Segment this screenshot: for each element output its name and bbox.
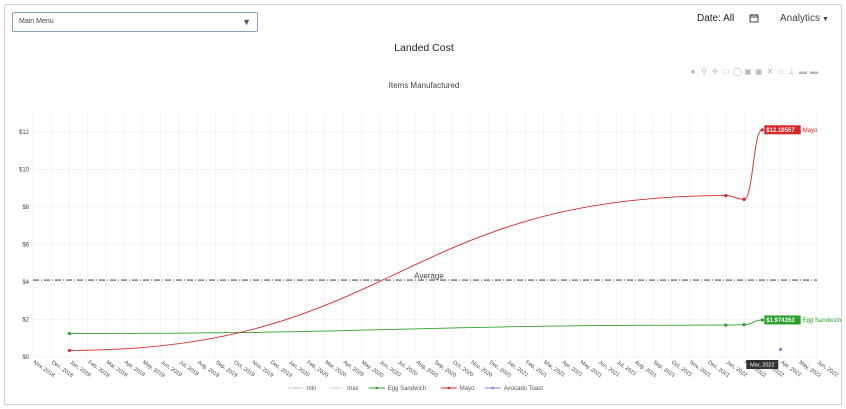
series-line-egg-sandwich bbox=[69, 319, 763, 334]
data-point bbox=[778, 347, 783, 352]
y-tick-label: $12 bbox=[19, 130, 30, 136]
hover-closest-icon[interactable]: ▬ bbox=[799, 67, 807, 76]
legend-marker bbox=[447, 386, 451, 390]
chart-modebar: ● ⚲ ✛ □ ◯ ▣ ▣ ✕ ⌂ ⊥ ▬ ▬ bbox=[689, 67, 818, 77]
legend-item[interactable]: max bbox=[347, 386, 358, 392]
value-label: $1.974353 bbox=[766, 318, 795, 324]
chart-subtitle: Items Manufactured bbox=[388, 81, 460, 90]
y-tick-label: $8 bbox=[22, 205, 29, 211]
pan-icon[interactable]: ✛ bbox=[711, 67, 719, 76]
legend-marker bbox=[334, 386, 338, 390]
y-tick-label: $2 bbox=[22, 317, 29, 323]
zoom-in-icon[interactable]: ▣ bbox=[744, 67, 752, 76]
chart-panel: Main Menu ▼ Date: All Analytics ▼ Landed … bbox=[4, 4, 842, 405]
series-name-label: Mayo bbox=[803, 128, 818, 134]
data-point bbox=[760, 128, 764, 132]
legend-item[interactable]: Egg Sandwich bbox=[388, 386, 426, 392]
legend-item[interactable]: min bbox=[307, 386, 317, 392]
value-label: $12.10557 bbox=[766, 128, 795, 134]
analytics-label: Analytics bbox=[780, 13, 821, 24]
caret-down-icon: ▼ bbox=[822, 16, 829, 23]
lasso-icon[interactable]: ◯ bbox=[733, 67, 742, 76]
main-menu-label: Main Menu bbox=[19, 18, 54, 25]
series-name-label: Egg Sandwich bbox=[803, 318, 841, 324]
value-label-box bbox=[764, 125, 801, 135]
chart-title: Landed Cost bbox=[394, 42, 454, 54]
series-line-mayo bbox=[69, 129, 763, 351]
data-point bbox=[742, 197, 746, 201]
main-menu-select[interactable]: Main Menu ▼ bbox=[12, 12, 258, 32]
data-point bbox=[67, 348, 72, 353]
y-tick-label: $4 bbox=[22, 280, 29, 286]
camera-icon[interactable]: ● bbox=[690, 67, 696, 76]
zoom-out-icon[interactable]: ▣ bbox=[755, 67, 763, 76]
legend-item[interactable]: Avocado Toast bbox=[504, 386, 543, 392]
legend-marker bbox=[294, 386, 298, 390]
box-select-icon[interactable]: □ bbox=[723, 67, 729, 76]
triangle-down-icon: ▼ bbox=[242, 17, 251, 27]
autoscale-icon[interactable]: ✕ bbox=[766, 67, 774, 76]
average-label: Average bbox=[414, 272, 444, 281]
reset-axes-icon[interactable]: ⌂ bbox=[778, 67, 784, 76]
data-point bbox=[724, 193, 728, 198]
y-tick-label: $10 bbox=[19, 167, 30, 173]
spike-lines-icon[interactable]: ⊥ bbox=[788, 67, 796, 76]
legend-marker bbox=[375, 386, 379, 390]
legend-marker bbox=[491, 386, 495, 390]
y-tick-label: $6 bbox=[22, 242, 29, 248]
analytics-menu[interactable]: Analytics ▼ bbox=[780, 13, 829, 24]
date-filter-label[interactable]: Date: All bbox=[697, 13, 735, 24]
legend-item[interactable]: Mayo bbox=[460, 386, 475, 392]
data-point bbox=[67, 331, 72, 336]
hover-x-label-box bbox=[746, 360, 779, 369]
hover-x-label: Mar, 2022 bbox=[750, 363, 774, 369]
zoom-icon[interactable]: ⚲ bbox=[701, 67, 707, 76]
data-point bbox=[760, 318, 764, 322]
data-point bbox=[742, 323, 746, 327]
calendar-icon[interactable] bbox=[749, 13, 759, 23]
value-label-box bbox=[764, 315, 801, 325]
hover-compare-icon[interactable]: ▬ bbox=[810, 67, 818, 76]
y-tick-label: $0 bbox=[22, 355, 29, 361]
data-point bbox=[724, 323, 728, 327]
